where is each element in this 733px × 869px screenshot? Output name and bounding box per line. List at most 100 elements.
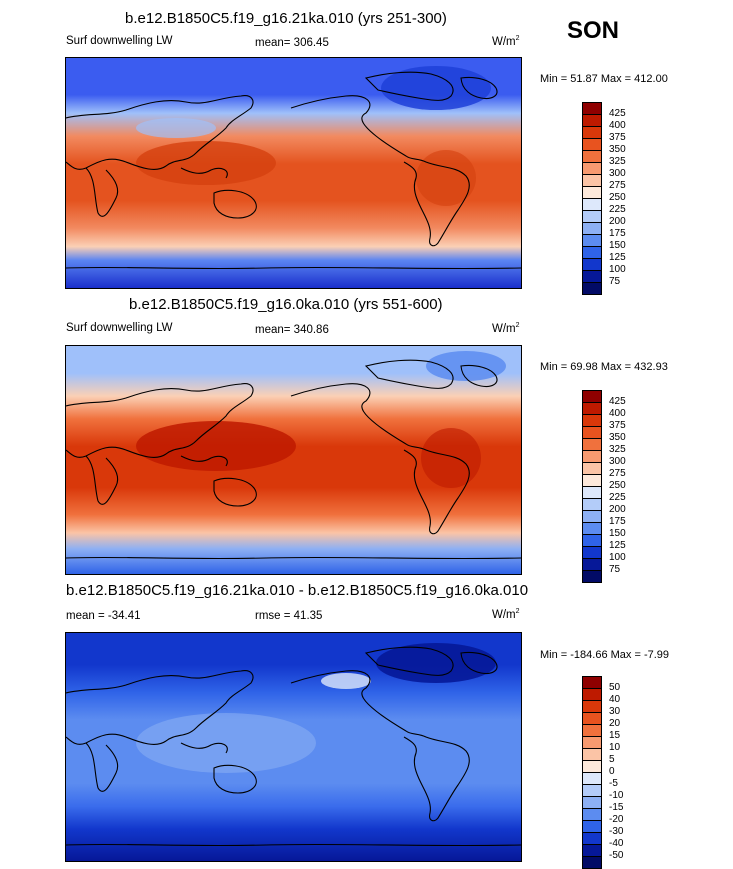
panel1-arctic-patch [381,66,491,110]
colorbar-swatch [582,270,602,282]
colorbar-label: 100 [609,552,626,563]
colorbar-swatch [582,546,602,558]
panel1-minmax: Min = 51.87 Max = 412.00 [540,73,668,85]
colorbar-swatch [582,558,602,570]
colorbar-label: 250 [609,192,626,203]
colorbar-label: 250 [609,480,626,491]
colorbar-label: 175 [609,516,626,527]
panel2-variable-label: Surf downwelling LW [66,322,173,334]
colorbar-label: 275 [609,180,626,191]
colorbar-swatch [582,486,602,498]
colorbar-swatch [582,736,602,748]
colorbar-swatch [582,126,602,138]
colorbar-swatch [582,150,602,162]
panel3-title: b.e12.B1850C5.f19_g16.21ka.010 - b.e12.B… [66,582,529,599]
colorbar-swatch [582,282,602,295]
colorbar-label: -5 [609,778,618,789]
colorbar-swatch [582,832,602,844]
panel2-title: b.e12.B1850C5.f19_g16.0ka.010 (yrs 551-6… [129,296,443,313]
panel3-rmse-label: rmse = 41.35 [255,610,323,622]
colorbar-label: 425 [609,396,626,407]
colorbar-label: 200 [609,504,626,515]
colorbar-swatch [582,498,602,510]
colorbar-swatch [582,258,602,270]
colorbar-swatch [582,856,602,869]
colorbar-label: 375 [609,132,626,143]
colorbar-label: 425 [609,108,626,119]
colorbar-label: -15 [609,802,624,813]
colorbar-swatch [582,748,602,760]
colorbar-label: 125 [609,540,626,551]
colorbar-swatch [582,534,602,546]
colorbar-swatch [582,174,602,186]
panel1-title: b.e12.B1850C5.f19_g16.21ka.010 (yrs 251-… [125,10,447,27]
panel1-variable-label: Surf downwelling LW [66,35,173,47]
colorbar-label: 275 [609,468,626,479]
panel3-coastlines [66,646,521,847]
colorbar-swatch [582,390,602,402]
colorbar-label: 100 [609,264,626,275]
colorbar-swatch [582,162,602,174]
colorbar-label: 325 [609,156,626,167]
colorbar-label: 15 [609,730,621,741]
panel2-minmax: Min = 69.98 Max = 432.93 [540,361,668,373]
panel1-units: W/m2 [492,35,520,48]
season-label: SON [567,17,620,44]
panel2-mean-label: mean= 340.86 [255,324,329,336]
colorbar-swatch [582,510,602,522]
colorbar-swatch [582,570,602,583]
colorbar-label: 350 [609,144,626,155]
panel1-mean-label: mean= 306.45 [255,37,329,49]
colorbar-swatch [582,474,602,486]
colorbar-swatch [582,808,602,820]
colorbar-label: 150 [609,528,626,539]
colorbar-label: 375 [609,420,626,431]
colorbar-swatch [582,724,602,736]
panel1-coastlines [66,71,521,270]
colorbar-swatch [582,796,602,808]
colorbar-label: 400 [609,120,626,131]
colorbar-label: -40 [609,838,624,849]
colorbar-swatch [582,186,602,198]
panel3-map [65,632,522,862]
panel2-coastlines [66,359,521,560]
panel2-samerica-warm [421,428,481,488]
colorbar-swatch [582,676,602,688]
panel3-npacific-patch [321,673,371,689]
colorbar-label: 75 [609,564,621,575]
colorbar-label: 0 [609,766,615,777]
panel3-tropical-patch [136,713,316,773]
colorbar-swatch [582,210,602,222]
colorbar-label: 5 [609,754,615,765]
panel3-minmax: Min = -184.66 Max = -7.99 [540,649,670,661]
colorbar-label: 10 [609,742,621,753]
colorbar-swatch [582,138,602,150]
colorbar-label: -20 [609,814,624,825]
colorbar-swatch [582,700,602,712]
panel3-map-svg [66,633,521,861]
colorbar-swatch [582,114,602,126]
colorbar-label: -50 [609,850,624,861]
colorbar-swatch [582,760,602,772]
panel2-units: W/m2 [492,322,520,335]
panel3-arctic-patch [376,643,496,683]
panel2-warmpool [136,421,296,471]
colorbar-swatch [582,426,602,438]
colorbar-label: 325 [609,444,626,455]
colorbar-label: 400 [609,408,626,419]
panel3-units: W/m2 [492,608,520,621]
panel3-mean-label: mean = -34.41 [66,610,141,622]
colorbar-label: 300 [609,168,626,179]
colorbar-swatch [582,772,602,784]
panel1-tibet-patch [136,118,216,138]
colorbar-label: 225 [609,492,626,503]
colorbar-swatch [582,438,602,450]
colorbar-swatch [582,414,602,426]
colorbar-label: 50 [609,682,621,693]
colorbar-label: 300 [609,456,626,467]
panel2-map-svg [66,346,521,574]
colorbar-label: 75 [609,276,621,287]
colorbar-label: 30 [609,706,621,717]
colorbar-swatch [582,688,602,700]
colorbar-label: 20 [609,718,621,729]
